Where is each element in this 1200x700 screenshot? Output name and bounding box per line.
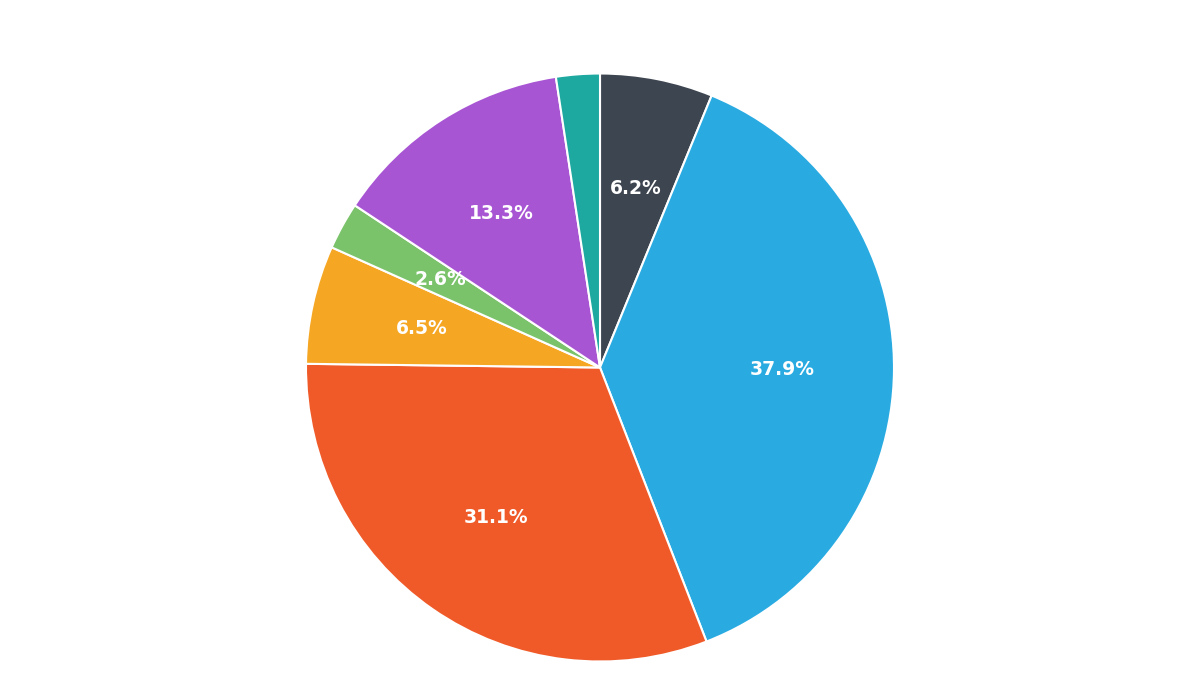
Wedge shape	[600, 95, 894, 641]
Wedge shape	[556, 74, 600, 368]
Text: 6.5%: 6.5%	[396, 318, 448, 338]
Wedge shape	[600, 74, 712, 368]
Text: 31.1%: 31.1%	[464, 508, 528, 527]
Text: 13.3%: 13.3%	[469, 204, 534, 223]
Text: 6.2%: 6.2%	[610, 179, 661, 198]
Text: 2.6%: 2.6%	[414, 270, 466, 289]
Wedge shape	[306, 247, 600, 368]
Wedge shape	[306, 364, 707, 662]
Wedge shape	[331, 205, 600, 368]
Wedge shape	[355, 77, 600, 368]
Text: 37.9%: 37.9%	[750, 360, 815, 379]
